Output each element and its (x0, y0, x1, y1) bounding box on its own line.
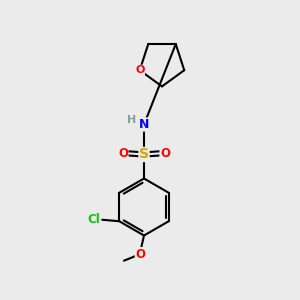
Text: O: O (135, 248, 146, 261)
Text: O: O (160, 146, 170, 160)
Text: S: S (139, 148, 149, 161)
Text: O: O (135, 65, 144, 75)
Text: H: H (127, 115, 136, 125)
Text: O: O (118, 146, 128, 160)
Text: Cl: Cl (87, 213, 100, 226)
Text: N: N (139, 118, 149, 131)
